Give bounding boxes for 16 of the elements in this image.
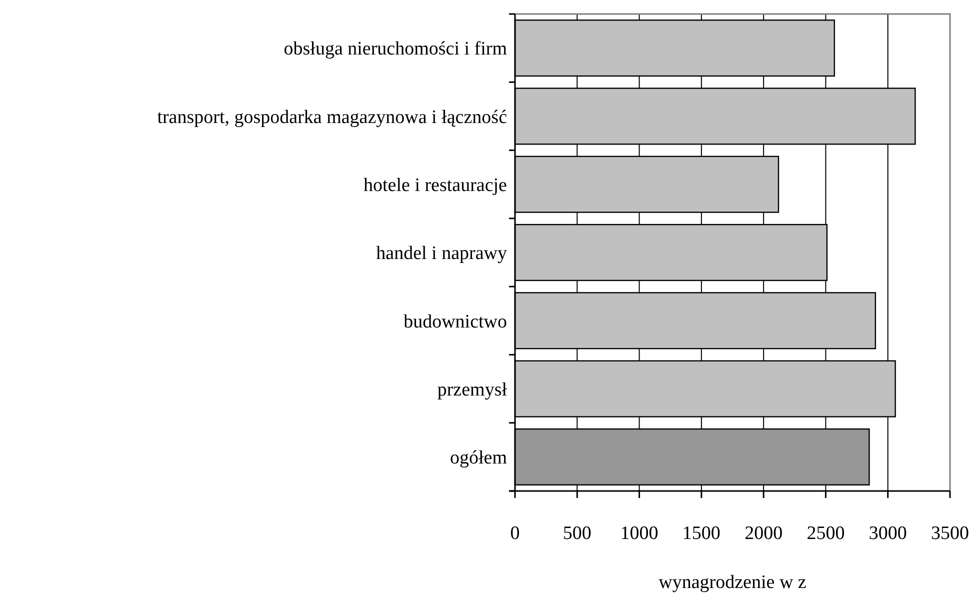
x-tick-label: 0 <box>510 523 520 544</box>
x-tick-label: 2500 <box>806 523 845 544</box>
y-tick-label: ogółem <box>450 448 508 469</box>
y-tick-label: obsługa nieruchomości i firm <box>284 38 508 60</box>
x-tick-label: 2000 <box>744 523 783 544</box>
x-tick-label: 3000 <box>868 523 907 544</box>
x-tick-label: 1000 <box>620 523 658 544</box>
x-axis-title: wynagrodzenie w z <box>658 572 806 593</box>
y-tick-label: hotele i restauracje <box>364 175 507 196</box>
x-tick-label: 500 <box>562 523 592 544</box>
y-tick-label: transport, gospodarka magazynowa i łączność <box>157 106 507 128</box>
x-tick-label: 3500 <box>931 523 969 544</box>
y-tick-label: handel i naprawy <box>376 243 508 264</box>
x-tick-label: 1500 <box>682 523 720 544</box>
y-tick-label: przemysł <box>437 379 508 400</box>
y-tick-label: budownictwo <box>404 311 507 332</box>
